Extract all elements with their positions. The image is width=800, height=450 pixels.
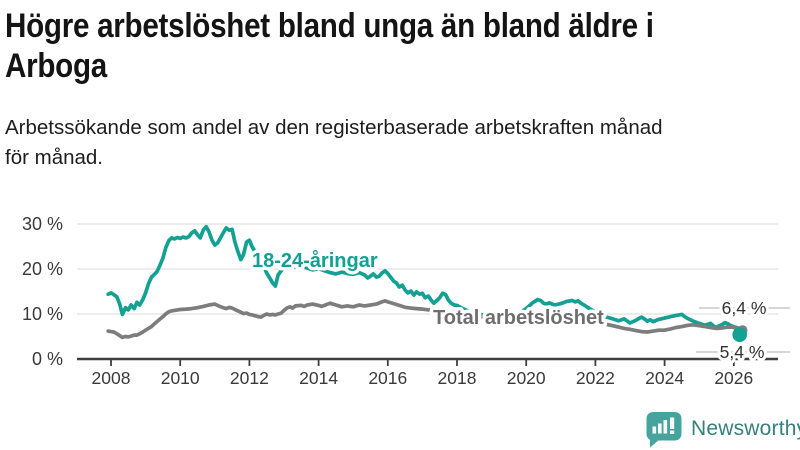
page-title-line2: Arboga [5,47,107,85]
x-tick-label: 2014 [299,368,338,388]
x-tick-label: 2016 [368,368,407,388]
x-tick-label: 2008 [92,368,131,388]
youth-series-label: 18-24-åringar [252,249,378,272]
newsworthy-logo: Newsworthy [645,410,800,448]
total-series-line [106,299,745,340]
x-tick-label: 2018 [438,368,477,388]
youth-end-dot [732,327,747,343]
x-tick-label: 2010 [161,368,200,388]
youth-series-line [106,224,742,337]
brand-name: Newsworthy [691,417,800,440]
x-tick-label: 2020 [507,368,546,388]
y-tick-label: 20 % [22,259,63,279]
x-tick-label: 2022 [576,368,615,388]
chart-subtitle-line2: för månad. [5,146,103,169]
x-tick-label: 2012 [230,368,269,388]
page-title-line1: Högre arbetslöshet bland unga än bland ä… [5,7,654,45]
x-tick-label: 2026 [714,368,753,388]
page-title: Högre arbetslöshet bland unga än bland ä… [5,6,751,86]
chart-subtitle: Arbetssökande som andel av den registerb… [5,113,663,173]
youth-end-value-label: 5,4 % [720,342,765,362]
chart-subtitle-line1: Arbetssökande som andel av den registerb… [5,116,663,139]
y-tick-label: 10 % [22,304,63,324]
total-series-label: Total arbetslöshet [433,307,604,329]
y-tick-label: 0 % [32,349,63,369]
y-tick-label: 30 % [22,214,63,234]
total-end-value-label: 6,4 % [722,298,767,318]
x-tick-label: 2024 [645,368,684,388]
bar-chart-speech-bubble-icon [646,412,682,448]
